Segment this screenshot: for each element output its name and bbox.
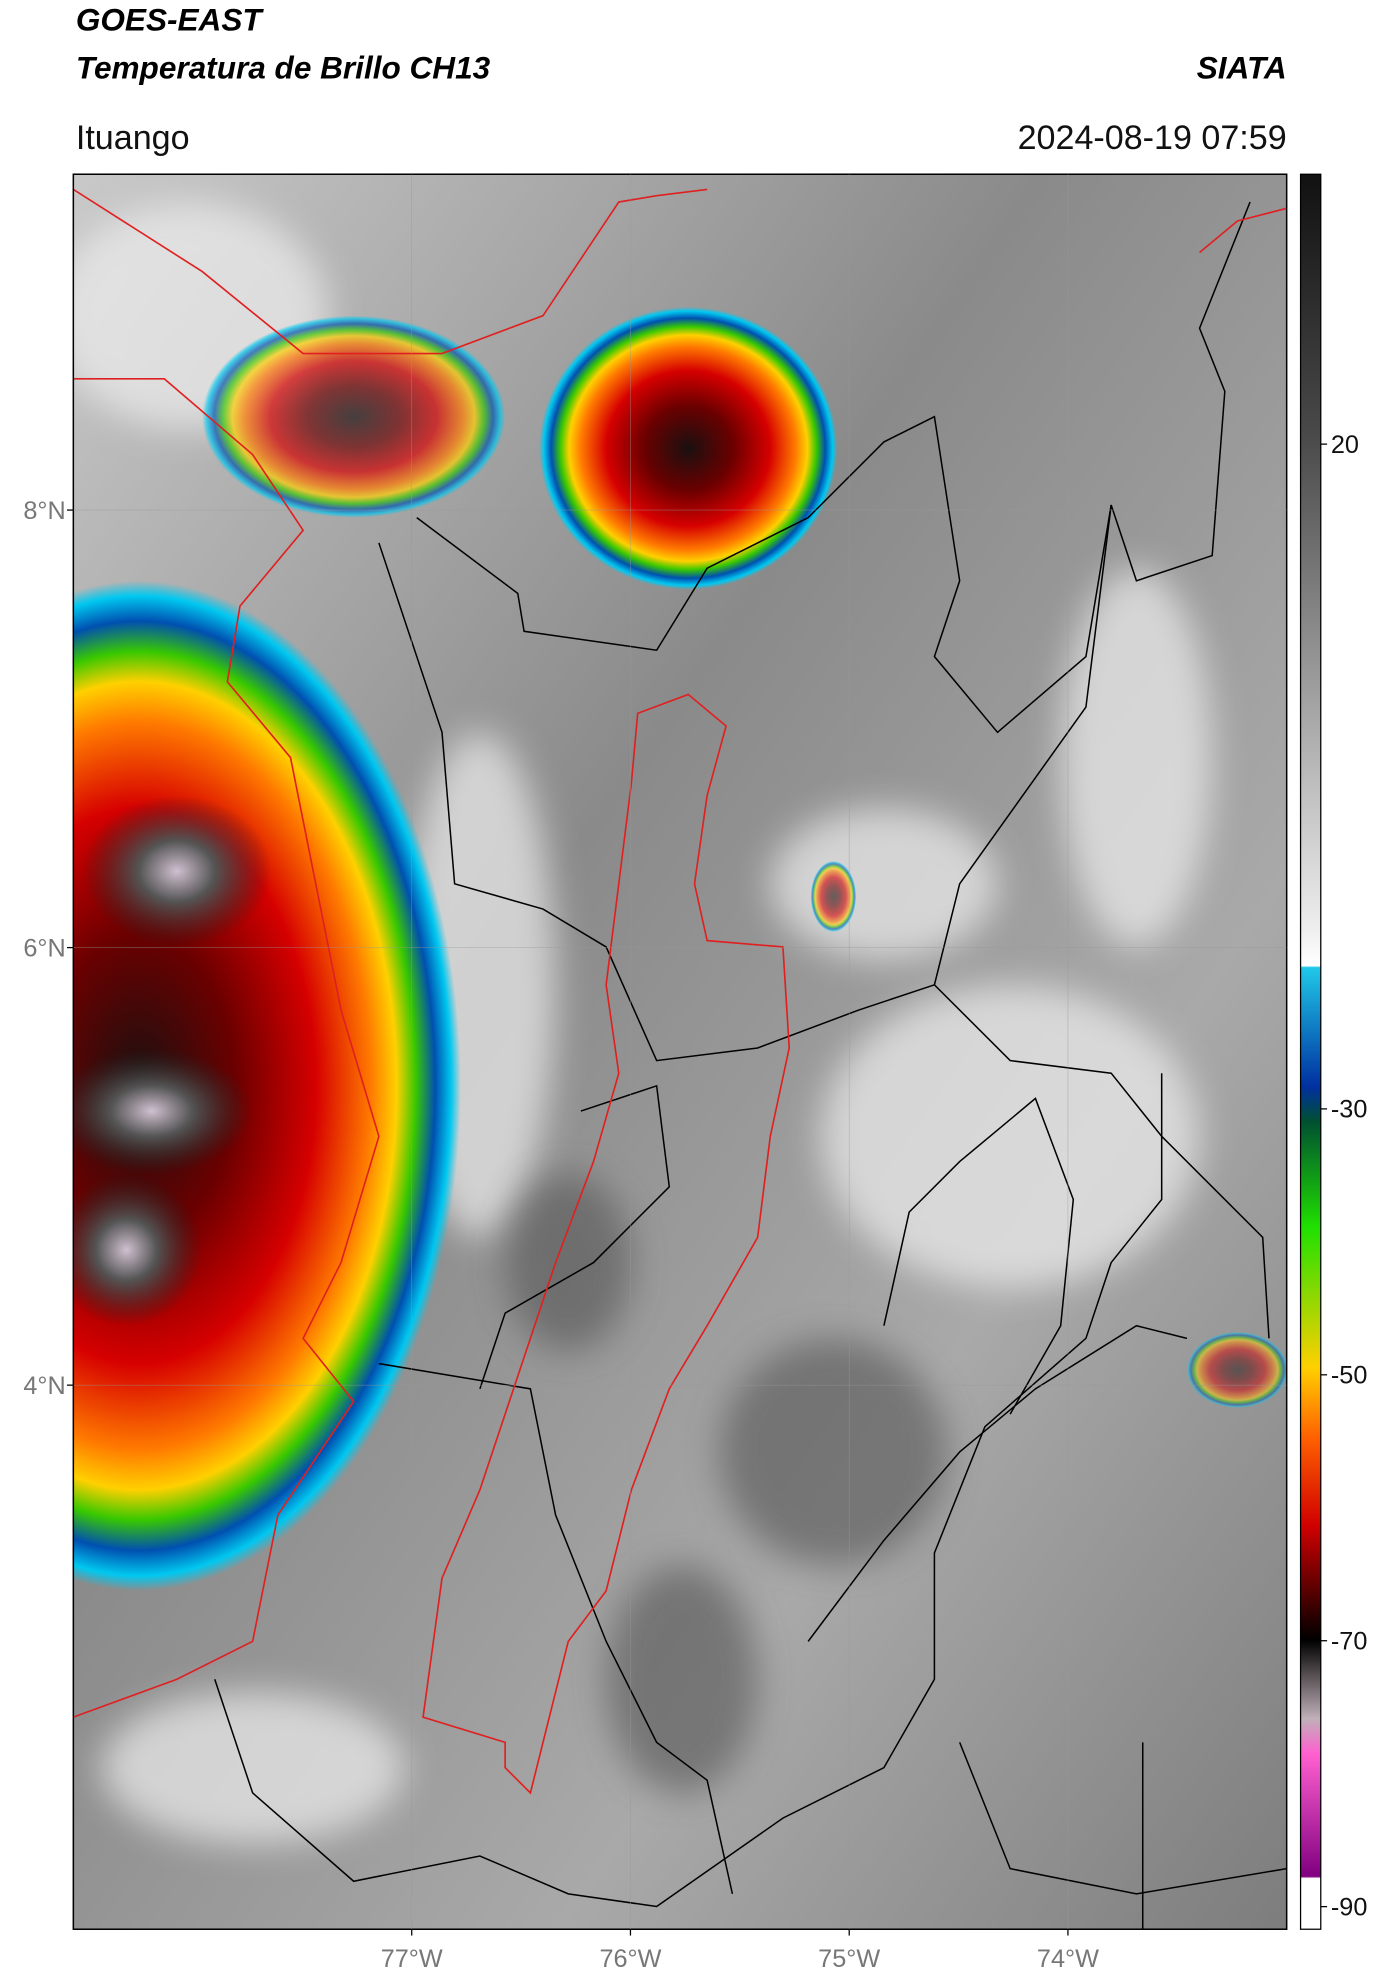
satellite-image [73, 174, 1287, 1930]
colorbar-tick-label: -90 [1331, 1893, 1368, 1921]
lat-tick-label: 6°N [23, 934, 65, 962]
subtitle: Temperatura de Brillo CH13 [76, 49, 491, 85]
lon-tick-label: 75°W [818, 1945, 880, 1973]
title: GOES-EAST [76, 1, 265, 37]
colorbar-tick-label: -30 [1331, 1096, 1368, 1124]
timestamp: 2024-08-19 07:59 [1018, 119, 1287, 157]
colorbar-tick-label: -50 [1331, 1362, 1368, 1390]
location: Ituango [76, 119, 190, 157]
colorbar [1299, 173, 1322, 1930]
map-frame [72, 173, 1288, 1930]
lon-tick-label: 77°W [381, 1945, 443, 1973]
brand: SIATA [1197, 49, 1287, 85]
lon-tick-label: 74°W [1037, 1945, 1099, 1973]
lat-tick-label: 4°N [23, 1372, 65, 1400]
lat-tick-label: 8°N [23, 497, 65, 525]
colorbar-tick-label: 20 [1331, 431, 1359, 459]
colorbar-tick-label: -70 [1331, 1628, 1368, 1656]
lon-tick-label: 76°W [599, 1945, 661, 1973]
